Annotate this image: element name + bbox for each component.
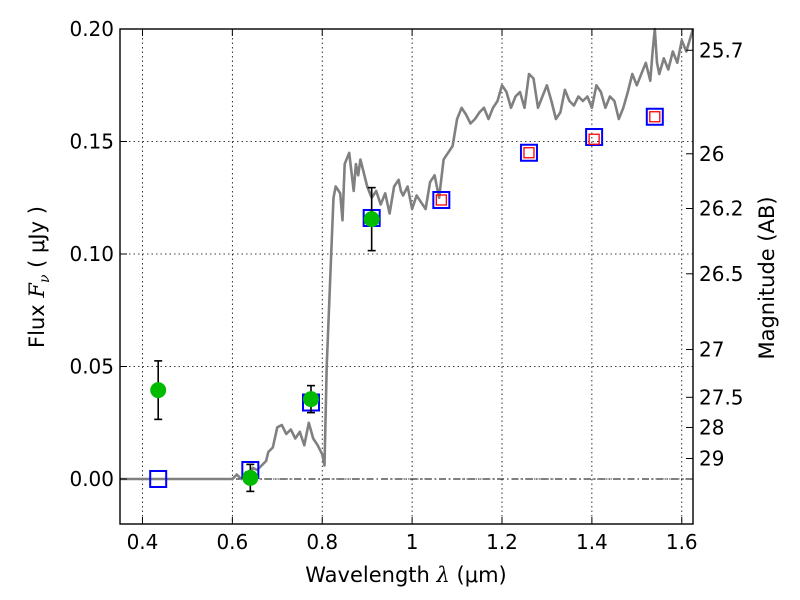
x-tick-label: 1.6	[666, 530, 698, 554]
y2-axis-title: Magnitude (AB)	[755, 196, 779, 359]
x-tick-label: 1	[406, 530, 419, 554]
red-square-marker	[435, 194, 447, 206]
y-tick-label: 0.20	[69, 17, 114, 41]
y-tick-label: 0.00	[69, 467, 114, 491]
green-circle-marker	[150, 382, 167, 399]
y2-tick-label: 26	[699, 142, 724, 166]
green-circle-marker	[363, 211, 380, 228]
y2-tick-label: 27.5	[699, 385, 744, 409]
y2-tick-label: 26.2	[699, 196, 744, 220]
y2-tick-label: 27	[699, 338, 724, 362]
y-tick-label: 0.05	[69, 355, 114, 379]
grid	[120, 28, 693, 524]
x-tick-label: 0.8	[306, 530, 338, 554]
y2-tick-label: 25.7	[699, 38, 744, 62]
red-square-marker	[523, 147, 535, 159]
y-tick-label: 0.15	[69, 130, 114, 154]
data-markers	[149, 107, 664, 493]
green-circle-marker	[303, 391, 319, 408]
blue-square-marker	[149, 470, 168, 488]
y2-tick-label: 29	[699, 446, 724, 470]
red-square-marker	[588, 133, 600, 145]
x-tick-label: 1.2	[486, 530, 518, 554]
plot-frame	[119, 28, 694, 525]
y-axis-title: Flux Fν ( μJy )	[25, 206, 53, 348]
green-circle-marker	[242, 469, 259, 486]
y-tick-label: 0.10	[69, 242, 114, 266]
blue-square-marker	[519, 143, 538, 162]
blue-square-marker	[585, 128, 604, 146]
x-tick-label: 0.4	[127, 530, 159, 554]
x-tick-label: 1.4	[576, 530, 608, 554]
y2-tick-label: 26.5	[699, 262, 744, 286]
x-axis-title: Wavelength λ (μm)	[305, 563, 506, 587]
blue-square-marker	[432, 191, 451, 209]
axis-ticks: 0.4 0.6 0.8 1 1.2 1.4 1.6 0.00 0.05 0.10 0.15 0.20 2…	[69, 17, 743, 554]
red-square-marker	[649, 111, 661, 123]
y2-tick-label: 28	[699, 415, 724, 439]
model-spectrum-line	[120, 27, 695, 481]
blue-square-marker	[645, 107, 664, 126]
x-tick-label: 0.6	[216, 530, 248, 554]
